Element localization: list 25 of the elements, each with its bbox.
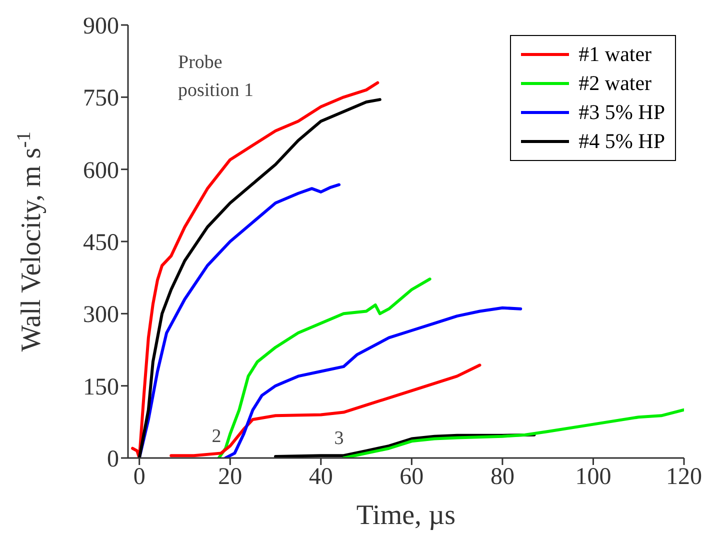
legend-label: #4 5% HP <box>578 129 665 154</box>
x-tick-label: 120 <box>666 464 702 490</box>
x-tick-label: 100 <box>575 464 612 490</box>
y-tick-label: 300 <box>83 302 119 328</box>
line-series <box>170 364 482 458</box>
y-tick-label: 450 <box>83 230 119 256</box>
annotation: 3 <box>333 428 345 450</box>
legend-label: #1 water <box>578 42 652 67</box>
y-tick-label: 900 <box>83 14 119 40</box>
x-tick-label: 60 <box>400 464 424 490</box>
legend-label: #3 5% HP <box>578 100 665 125</box>
line-series <box>342 408 684 458</box>
y-tick-label: 600 <box>83 158 119 184</box>
annotation: 2 <box>210 426 222 448</box>
x-tick-label: 20 <box>218 464 242 490</box>
annotation: Probe position 1 <box>178 51 254 103</box>
y-tick-label: 150 <box>83 374 119 400</box>
x-axis-title: Time, µs <box>356 500 456 531</box>
x-tick-label: 40 <box>308 464 333 490</box>
line-series <box>224 306 522 458</box>
legend-label: #2 water <box>578 71 652 96</box>
y-tick-label: 0 <box>107 446 119 473</box>
x-tick-label: 0 <box>133 464 146 490</box>
y-tick-label: 750 <box>83 86 119 112</box>
x-tick-label: 80 <box>490 464 514 490</box>
